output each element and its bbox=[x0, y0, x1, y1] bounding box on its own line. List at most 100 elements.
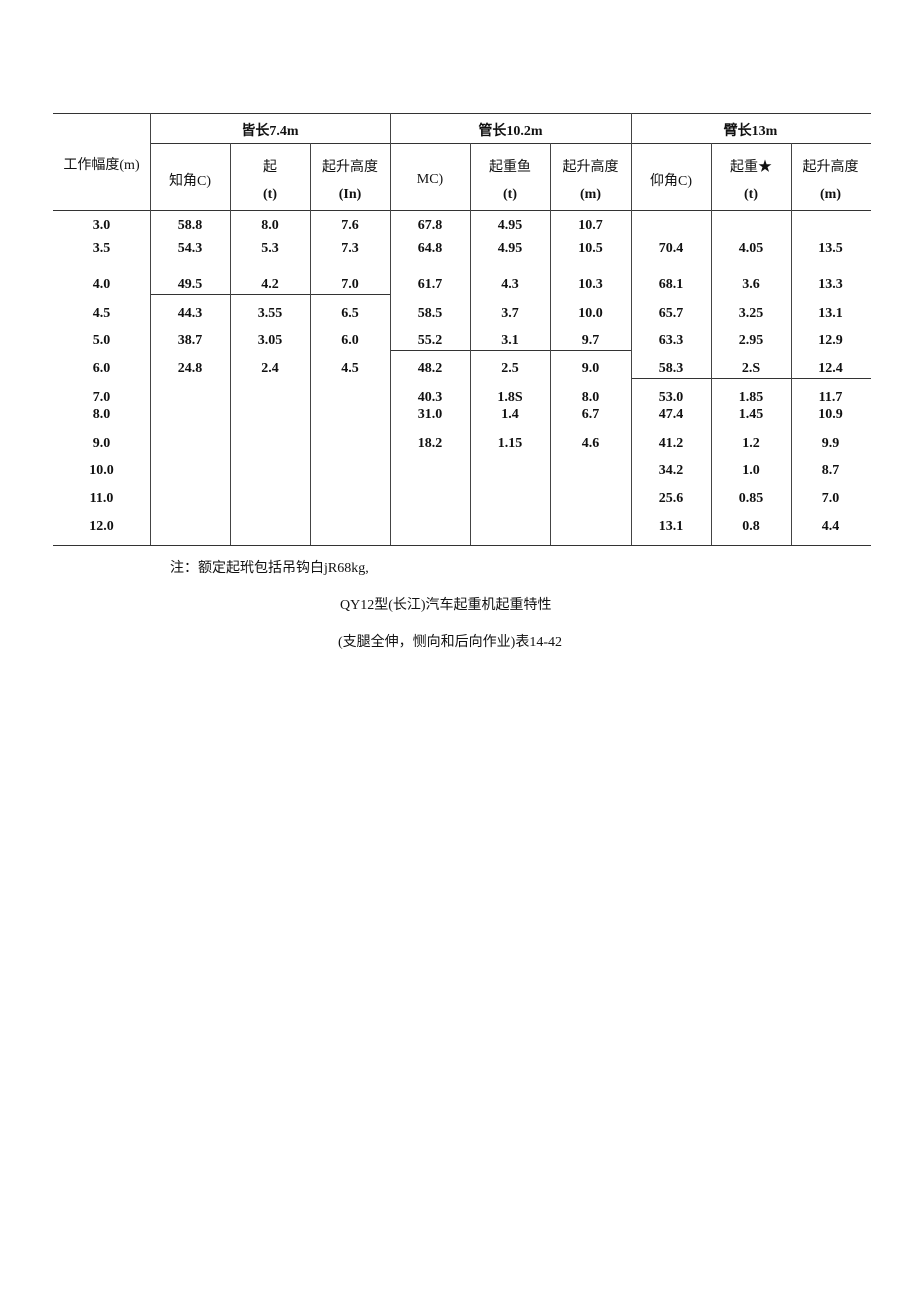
table-cell: 38.7 bbox=[177, 333, 203, 348]
table-cell: 58.5 bbox=[417, 306, 443, 321]
table-cell: 10.9 bbox=[818, 407, 843, 422]
column-header: 起升高度 bbox=[562, 160, 619, 175]
table-cell: 58.3 bbox=[658, 361, 684, 376]
table-cell: 25.6 bbox=[658, 491, 684, 506]
table-cell: 55.2 bbox=[417, 333, 443, 348]
partial-rule bbox=[150, 294, 390, 295]
table-cell: 1.2 bbox=[742, 436, 760, 451]
table-cell: 13.1 bbox=[818, 306, 843, 321]
table-cell: 8.7 bbox=[821, 463, 840, 478]
table-cell: 3.6 bbox=[742, 277, 760, 292]
table-cell: 47.4 bbox=[658, 407, 684, 422]
row-label: 6.0 bbox=[92, 361, 111, 376]
table-cell: 13.5 bbox=[818, 241, 843, 256]
table-note: 注：额定起玳包括吊钩白jR68kg, bbox=[170, 561, 369, 576]
column-unit: (In) bbox=[338, 187, 362, 202]
column-divider bbox=[470, 143, 471, 545]
column-divider bbox=[711, 143, 712, 545]
column-divider bbox=[390, 113, 391, 545]
row-label: 7.0 bbox=[92, 390, 111, 405]
table-cell: 8.0 bbox=[261, 218, 279, 233]
table-cell: 49.5 bbox=[177, 277, 203, 292]
table-cell: 2.4 bbox=[261, 361, 279, 376]
table-cell: 10.7 bbox=[578, 218, 603, 233]
column-header: 仰角C) bbox=[650, 174, 692, 189]
row-label: 11.0 bbox=[89, 491, 114, 506]
column-header: MC) bbox=[416, 172, 444, 187]
table-cell: 4.5 bbox=[341, 361, 359, 376]
table-top-rule bbox=[53, 113, 871, 114]
table-cell: 7.0 bbox=[341, 277, 359, 292]
table-cell: 12.4 bbox=[818, 361, 843, 376]
table-cell: 6.0 bbox=[341, 333, 359, 348]
column-unit: (t) bbox=[744, 187, 758, 202]
column-unit: (m) bbox=[580, 187, 601, 202]
table-cell: 1.4 bbox=[501, 407, 519, 422]
table-cell: 64.8 bbox=[417, 241, 443, 256]
table-cell: 1.8S bbox=[497, 390, 523, 405]
table-cell: 40.3 bbox=[417, 390, 443, 405]
row-label: 4.5 bbox=[92, 306, 111, 321]
table-cell: 68.1 bbox=[658, 277, 684, 292]
table-cell: 3.05 bbox=[257, 333, 283, 348]
table-cell: 3.25 bbox=[738, 306, 764, 321]
table-cell: 3.55 bbox=[257, 306, 283, 321]
table-cell: 4.05 bbox=[738, 241, 764, 256]
row-label: 10.0 bbox=[89, 463, 114, 478]
table-cell: 2.5 bbox=[501, 361, 519, 376]
column-unit: (t) bbox=[263, 187, 277, 202]
table-cell: 4.3 bbox=[501, 277, 519, 292]
column-divider bbox=[550, 143, 551, 545]
table-cell: 67.8 bbox=[417, 218, 443, 233]
row-header: 工作幅度(m) bbox=[63, 158, 140, 173]
column-header: 起升高度 bbox=[322, 160, 378, 175]
table-cell: 61.7 bbox=[417, 277, 443, 292]
column-header: 起重鱼 bbox=[489, 160, 531, 175]
table-cell: 4.95 bbox=[497, 241, 523, 256]
table-cell: 34.2 bbox=[658, 463, 684, 478]
table-cell: 1.0 bbox=[742, 463, 760, 478]
table-cell: 8.0 bbox=[581, 390, 600, 405]
table-cell: 41.2 bbox=[658, 436, 684, 451]
table-cell: 53.0 bbox=[658, 390, 684, 405]
table-cell: 10.0 bbox=[578, 306, 603, 321]
row-label: 8.0 bbox=[92, 407, 111, 422]
table-cell: 6.5 bbox=[341, 306, 359, 321]
row-label: 3.0 bbox=[92, 218, 111, 233]
table-cell: 12.9 bbox=[818, 333, 843, 348]
column-divider bbox=[310, 143, 311, 545]
column-header: 起升高度 bbox=[802, 160, 859, 175]
table-cell: 18.2 bbox=[417, 436, 443, 451]
table-cell: 70.4 bbox=[658, 241, 684, 256]
table-cell: 31.0 bbox=[417, 407, 443, 422]
table-cell: 0.8 bbox=[742, 519, 760, 534]
table-cell: 1.85 bbox=[738, 390, 764, 405]
column-header: 起 bbox=[263, 160, 277, 175]
table-bottom-rule bbox=[53, 545, 871, 546]
column-header: 起重★ bbox=[730, 160, 772, 175]
table-cell: 10.3 bbox=[578, 277, 603, 292]
table-cell: 3.7 bbox=[501, 306, 519, 321]
table-cell: 5.3 bbox=[261, 241, 279, 256]
table-cell: 7.0 bbox=[821, 491, 840, 506]
column-unit: (t) bbox=[503, 187, 517, 202]
group-header: 臂长13m bbox=[723, 124, 778, 139]
table-cell: 1.15 bbox=[497, 436, 523, 451]
table-cell: 13.3 bbox=[818, 277, 843, 292]
table-cell: 10.5 bbox=[578, 241, 603, 256]
column-header: 知角C) bbox=[169, 174, 211, 189]
column-divider bbox=[150, 113, 151, 545]
table-cell: 9.7 bbox=[581, 333, 600, 348]
group-header: 皆长7.4m bbox=[241, 124, 299, 139]
table-cell: 2.95 bbox=[738, 333, 764, 348]
header-bottom-rule bbox=[53, 210, 871, 211]
table-cell: 9.0 bbox=[581, 361, 600, 376]
table-cell: 4.4 bbox=[821, 519, 840, 534]
row-label: 4.0 bbox=[92, 277, 111, 292]
table-cell: 11.7 bbox=[818, 390, 843, 405]
row-label: 9.0 bbox=[92, 436, 111, 451]
row-label: 5.0 bbox=[92, 333, 111, 348]
table-cell: 9.9 bbox=[821, 436, 840, 451]
row-label: 12.0 bbox=[89, 519, 114, 534]
table-cell: 4.2 bbox=[261, 277, 279, 292]
